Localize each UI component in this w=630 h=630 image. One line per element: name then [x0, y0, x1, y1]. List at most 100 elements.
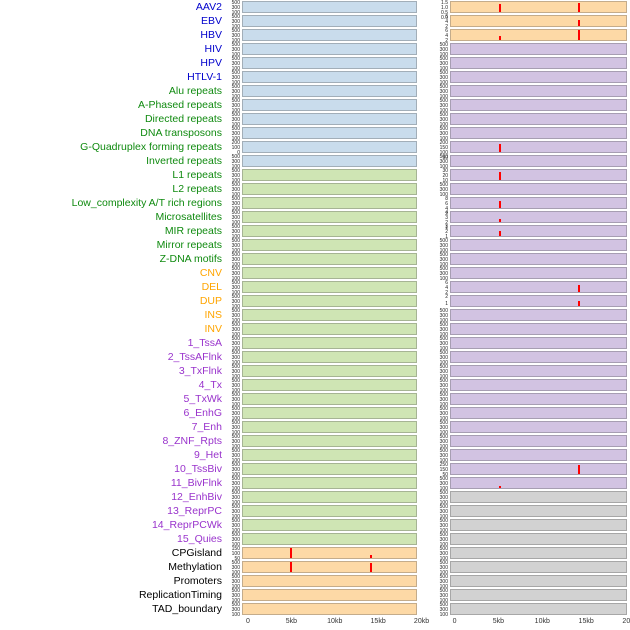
right-y-axis-ticks: 200 150 100 50	[432, 141, 448, 161]
right-track-panel	[450, 295, 627, 307]
y-tick-label: 100	[439, 556, 448, 562]
right-track-panel	[450, 547, 627, 559]
y-tick-label: 300	[439, 47, 448, 53]
y-tick-label: 100	[231, 136, 240, 142]
signal-spike	[370, 554, 373, 558]
row-label: EBV	[200, 15, 222, 27]
right-track: 30 20 10	[442, 168, 627, 184]
left-track: 500 300 100	[232, 294, 417, 310]
y-tick-label: 500	[231, 420, 240, 426]
y-tick-label: 300	[231, 285, 240, 291]
y-tick-label: 300	[231, 341, 240, 347]
y-tick-label: 100	[231, 24, 240, 30]
track-row: Z-DNA motifs 500 300 100 500 300 100	[0, 252, 630, 268]
right-y-axis-ticks: 500 300 100	[432, 491, 448, 506]
y-tick-label: 500	[439, 308, 448, 314]
left-y-axis-ticks: 500 300 100	[224, 98, 240, 114]
left-track: 500 300 100	[232, 476, 417, 492]
left-y-axis-ticks: 500 300 100	[224, 322, 240, 338]
y-tick-label: 500	[231, 266, 240, 272]
right-track: 250 150 50	[440, 462, 627, 478]
right-track-panel	[450, 253, 627, 265]
left-x-axis: 0 5kb 10kb 15kb 20kb	[246, 616, 429, 630]
track-row: 13_ReprPC 500 300 100 500 300 100	[0, 504, 630, 520]
signal-spike	[499, 231, 501, 236]
y-tick-label: 300	[439, 425, 448, 431]
y-tick-label: 2	[445, 290, 448, 296]
y-tick-label: 100	[231, 206, 240, 212]
left-track: 500 300 100	[232, 252, 417, 268]
left-track: 500 300 100	[232, 14, 417, 30]
row-label: L2 repeats	[172, 183, 222, 195]
left-y-axis-ticks: 500 300 100	[224, 351, 240, 366]
track-row: HIV 500 300 100 500 300 100	[0, 42, 630, 58]
track-row: G-Quadruplex forming repeats 200 100 0 200…	[0, 140, 630, 161]
right-y-axis-ticks: 500 300 100	[432, 575, 448, 590]
y-tick-label: 300	[231, 467, 240, 473]
track-row: Directed repeats 500 300 100 500 300 100	[0, 112, 630, 128]
y-tick-label: 500	[439, 42, 448, 48]
y-tick-label: 100	[439, 458, 448, 464]
right-y-axis-ticks: 30 20 10	[432, 169, 448, 184]
y-tick-label: 300	[439, 131, 448, 137]
right-track-panel	[450, 71, 627, 83]
left-track-panel	[242, 575, 417, 587]
left-y-axis-ticks: 500 300 100	[224, 575, 240, 590]
y-tick-label: 500	[231, 280, 240, 286]
track-row: HPV 500 300 100 500 300 100	[0, 56, 630, 72]
y-tick-label: 100	[231, 38, 240, 44]
left-track-panel	[242, 533, 417, 545]
y-tick-label: 100	[439, 52, 448, 58]
y-tick-label: 300	[231, 75, 240, 81]
right-y-axis-ticks: 1.5 1.0 0.5 0.0	[432, 1, 448, 21]
y-tick-label: 300	[231, 33, 240, 39]
track-row: CNV 500 300 100 500 300 100	[0, 266, 630, 282]
left-track-panel	[242, 71, 417, 83]
left-track-panel	[242, 169, 417, 181]
right-track-panel	[450, 463, 627, 475]
left-y-axis-ticks: 500 300 100	[224, 365, 240, 380]
left-track: 200 100 0	[232, 140, 417, 156]
right-y-axis-ticks: 500 300 100	[432, 407, 448, 422]
y-tick-label: 500	[231, 322, 240, 328]
left-track-panel	[242, 211, 417, 223]
right-track-panel	[450, 15, 627, 27]
y-tick-label: 300	[231, 61, 240, 67]
y-tick-label: 300	[231, 19, 240, 25]
y-tick-label: 100	[439, 486, 448, 492]
y-tick-label: 100	[231, 542, 240, 548]
track-row: Promoters 500 300 100 500 300 100	[0, 574, 630, 590]
right-track-panel	[450, 267, 627, 279]
left-track-panel	[242, 491, 417, 503]
y-tick-label: 500	[231, 560, 240, 566]
y-tick-label: 100	[439, 500, 448, 506]
left-track: 500 300 100	[232, 336, 417, 352]
y-tick-label: 100	[231, 416, 240, 422]
right-y-axis-ticks: 500 300 100	[432, 99, 448, 114]
left-track-panel	[242, 351, 417, 363]
left-track-panel	[242, 57, 417, 69]
y-tick-label: 500	[231, 98, 240, 104]
y-tick-label: 250	[439, 462, 448, 468]
row-label: INS	[204, 309, 222, 321]
left-y-axis-ticks: 500 300 100	[224, 407, 240, 422]
right-y-axis-ticks: 500 300 100	[432, 449, 448, 464]
y-tick-label: 100	[439, 66, 448, 72]
left-track-panel	[242, 281, 417, 293]
left-track: 500 300 100	[232, 196, 417, 212]
row-label: G-Quadruplex forming repeats	[80, 141, 222, 153]
y-tick-label: 300	[231, 523, 240, 529]
signal-spike	[499, 200, 501, 208]
y-tick-label: 4	[445, 285, 448, 291]
y-tick-label: 6	[445, 280, 448, 286]
y-tick-label: 100	[231, 551, 240, 557]
left-track: 500 300 100	[232, 504, 417, 520]
y-tick-label: 100	[439, 164, 448, 170]
left-y-axis-ticks: 500 300 100	[224, 57, 240, 72]
right-track-panel	[450, 407, 627, 419]
y-tick-label: 300	[231, 397, 240, 403]
track-row: 3_TxFlnk 500 300 100 500 300 100	[0, 364, 630, 380]
